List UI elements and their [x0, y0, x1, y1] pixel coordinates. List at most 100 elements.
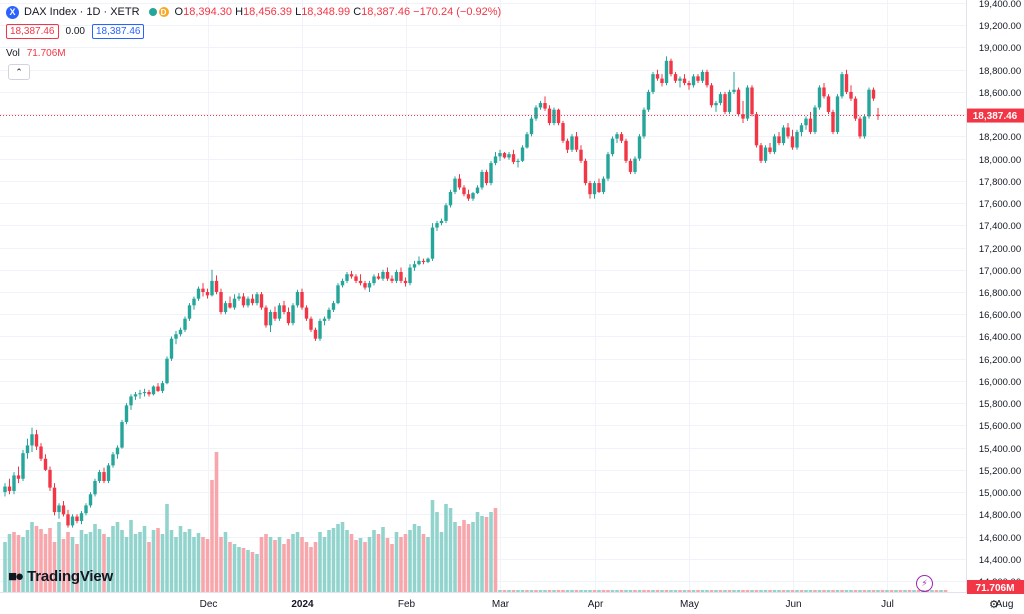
buy-button[interactable]: 18,387.46 [91, 24, 145, 39]
candle [160, 380, 165, 394]
volume-bar [889, 590, 894, 592]
price-tick-label: 19,200.00 [979, 21, 1021, 32]
volume-bar [660, 590, 664, 592]
volume-bar [579, 590, 583, 592]
candle [390, 275, 394, 284]
time-tick-label: Jun [785, 599, 801, 610]
candle [813, 105, 817, 135]
volume-bar [898, 590, 903, 592]
time-tick-label: Feb [398, 599, 416, 610]
volume-bar [345, 530, 349, 592]
volume-bar [88, 532, 93, 592]
volume-bar [286, 539, 291, 592]
candle [718, 91, 723, 106]
volume-bar [871, 590, 876, 592]
volume-bar [876, 590, 880, 592]
candle [475, 185, 480, 195]
candle [790, 129, 795, 150]
time-tick-label: Jul [881, 599, 894, 610]
price-tick-label: 18,800.00 [979, 66, 1021, 77]
volume-bar [3, 542, 7, 592]
symbol-legend: X DAX Index · 1D · XETR D O18,394.30 H18… [6, 5, 501, 19]
volume-bar [858, 590, 862, 592]
volume-label[interactable]: Vol [6, 48, 20, 59]
volume-bar [102, 534, 106, 592]
lightning-icon[interactable]: ⚡ [916, 575, 933, 592]
candle [349, 270, 354, 279]
candle [399, 267, 403, 284]
volume-bar [624, 590, 628, 592]
volume-bar [156, 528, 160, 592]
candle [700, 69, 705, 84]
candle [853, 96, 858, 121]
candle [7, 478, 12, 495]
candle [34, 429, 39, 450]
collapse-legend-button[interactable]: ⌃ [8, 64, 30, 80]
price-tick-label: 17,000.00 [979, 266, 1021, 277]
volume-bar [574, 590, 579, 592]
volume-bar [669, 590, 673, 592]
volume-bar [547, 590, 552, 592]
time-tick-label: Mar [492, 599, 510, 610]
volume-bar [750, 590, 754, 592]
volume-bar [174, 537, 178, 592]
time-tick-label: Dec [200, 599, 218, 610]
volume-bar [448, 508, 453, 592]
volume-bar [385, 538, 390, 592]
volume-bar [43, 534, 48, 592]
volume-bar [39, 529, 43, 592]
volume-bar [709, 590, 714, 592]
market-status[interactable]: D [148, 7, 169, 17]
tradingview-logo-icon: ■● [8, 568, 24, 585]
volume-bar [34, 526, 39, 592]
volume-bars [3, 452, 948, 592]
price-tick-label: 17,400.00 [979, 221, 1021, 232]
gear-icon[interactable]: ⚙ [989, 599, 999, 611]
volume-bar [430, 500, 435, 592]
volume-bar [268, 537, 273, 592]
time-axis[interactable]: Dec 2024 Feb Mar Apr May Jun Jul Aug [200, 599, 1014, 610]
candle [169, 336, 174, 361]
candle [777, 131, 781, 146]
svg-text:18,387.46: 18,387.46 [973, 111, 1018, 122]
candle [66, 509, 70, 528]
spread-value: 0.00 [65, 26, 85, 37]
volume-bar [939, 590, 943, 592]
symbol-title[interactable]: DAX Index · 1D · XETR [24, 6, 140, 18]
volume-bar [309, 547, 313, 592]
dax-logo-icon: X [6, 5, 19, 19]
candle [426, 257, 430, 264]
volume-bar [327, 530, 331, 592]
volume-bar [129, 520, 133, 592]
volume-bar [543, 590, 547, 592]
volume-bar [831, 590, 835, 592]
time-tick-label: Apr [588, 599, 604, 610]
volume-bar [781, 590, 786, 592]
candle [75, 514, 79, 524]
volume-bar [66, 532, 70, 592]
candle [817, 85, 822, 110]
tradingview-logo[interactable]: ■● TradingView [8, 568, 113, 585]
volume-bar [736, 590, 741, 592]
volume-bar [610, 590, 615, 592]
candle [831, 109, 835, 135]
candle [655, 69, 660, 81]
volume-bar [219, 537, 223, 592]
sell-button[interactable]: 18,387.46 [6, 24, 59, 39]
volume-bar [862, 590, 867, 592]
volume-bar [597, 590, 601, 592]
candle [205, 288, 210, 299]
candle [412, 260, 417, 271]
candle [597, 178, 601, 194]
last-price-label: 18,387.46 [967, 108, 1024, 123]
candle [610, 136, 615, 157]
open-value: 18,394.30 [183, 6, 233, 18]
volume-bar [867, 590, 871, 592]
price-axis[interactable]: 14,200.0014,400.0014,600.0014,800.0015,0… [979, 0, 1021, 588]
volume-bar [930, 590, 934, 592]
volume-bar [588, 590, 592, 592]
volume-bar [354, 540, 358, 592]
volume-bar [349, 534, 354, 592]
price-tick-label: 17,800.00 [979, 177, 1021, 188]
